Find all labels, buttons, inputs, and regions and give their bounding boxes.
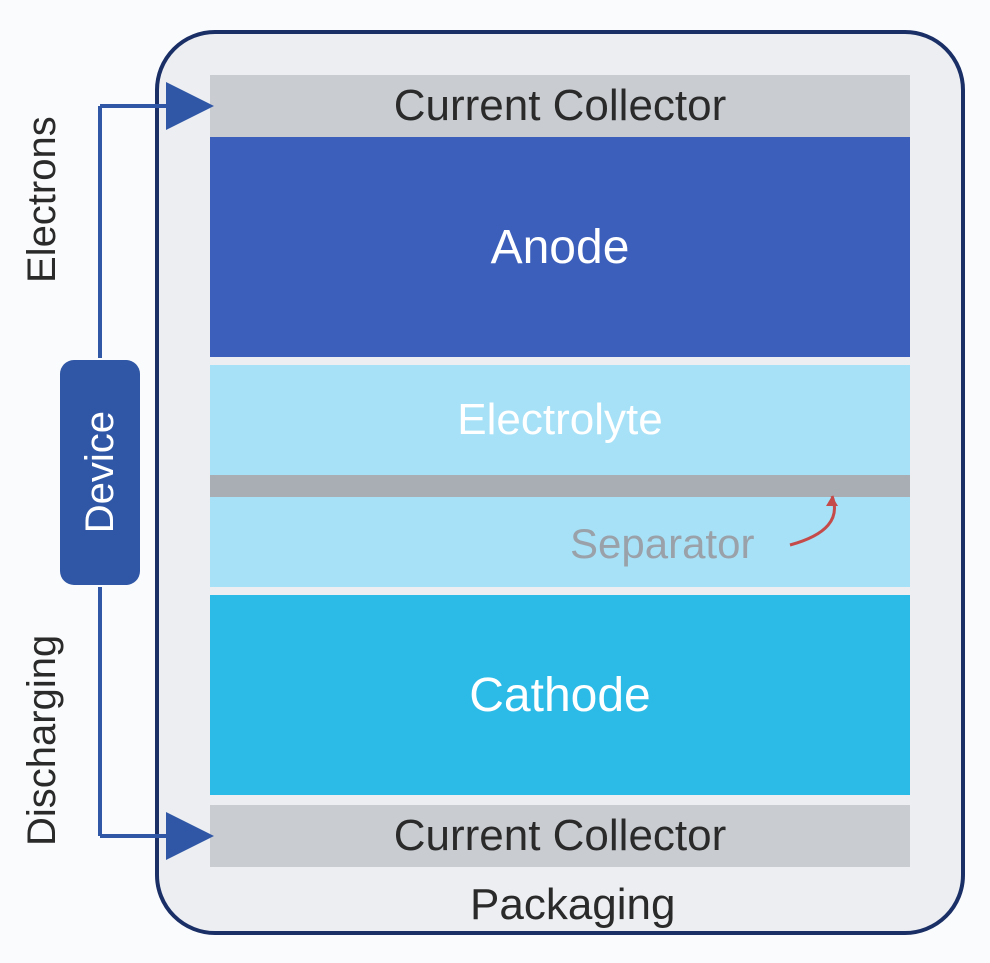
arrow-overlay (0, 0, 990, 963)
